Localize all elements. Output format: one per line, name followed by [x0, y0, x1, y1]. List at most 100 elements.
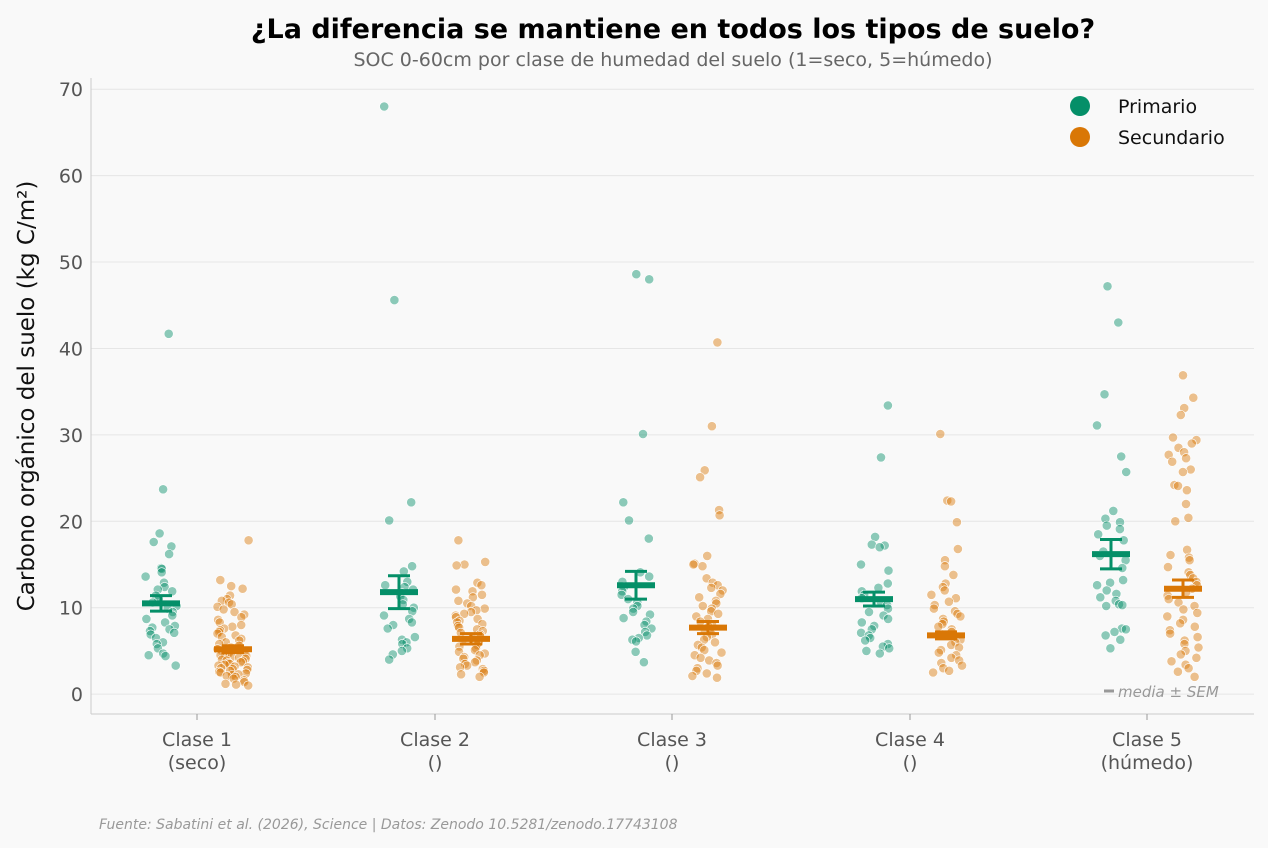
data-point	[169, 627, 180, 638]
data-point	[1181, 499, 1191, 509]
data-point	[856, 559, 866, 570]
data-point	[944, 596, 954, 607]
x-tick-label: Clase 1	[162, 729, 232, 751]
legend[interactable]: Primario Secundario	[1070, 96, 1225, 149]
data-point	[638, 429, 648, 439]
data-point	[1170, 516, 1181, 527]
data-point	[1188, 392, 1199, 403]
data-point	[929, 600, 940, 610]
data-point	[1115, 634, 1126, 645]
data-point	[166, 541, 177, 552]
legend-item-secundario[interactable]: Secundario	[1070, 127, 1225, 149]
data-point	[944, 665, 954, 676]
data-point	[1113, 317, 1124, 328]
data-point	[701, 668, 712, 679]
data-point	[1115, 517, 1125, 528]
data-point	[476, 580, 487, 591]
mean-sem-note: media ± SEM	[1104, 683, 1219, 701]
data-point	[230, 630, 241, 641]
y-tick-label: 60	[59, 166, 83, 188]
data-point	[1109, 627, 1120, 637]
data-point	[226, 581, 237, 591]
data-point	[231, 679, 241, 690]
data-point	[628, 603, 639, 614]
data-point	[714, 505, 724, 515]
data-point	[1093, 529, 1104, 540]
data-point	[699, 465, 710, 476]
data-point	[954, 642, 964, 653]
data-point	[630, 646, 641, 657]
y-tick-label: 40	[59, 338, 83, 360]
data-point	[1175, 618, 1186, 629]
data-point	[384, 654, 395, 665]
data-point	[1179, 447, 1189, 458]
data-point	[940, 561, 950, 572]
data-point	[1168, 432, 1178, 443]
data-point	[1114, 599, 1124, 610]
data-point	[459, 559, 470, 570]
data-point	[388, 620, 399, 630]
data-point	[406, 497, 417, 508]
data-point	[1192, 632, 1203, 642]
data-point	[396, 646, 407, 656]
x-tick-label: Clase 5	[1112, 729, 1182, 751]
data-point	[861, 646, 872, 656]
data-point	[948, 570, 959, 580]
data-point	[456, 669, 466, 680]
y-tick-label: 70	[59, 79, 83, 101]
data-point	[215, 575, 226, 585]
data-point	[143, 650, 154, 661]
data-point	[1163, 594, 1174, 604]
data-point	[883, 603, 893, 614]
data-point	[380, 580, 391, 591]
data-point	[1175, 649, 1186, 660]
data-point	[215, 667, 226, 678]
data-point	[154, 528, 165, 539]
data-point	[156, 567, 167, 578]
data-point	[1115, 524, 1125, 534]
data-point	[170, 660, 181, 671]
data-point	[702, 551, 713, 561]
data-point	[1101, 520, 1112, 531]
data-point	[477, 619, 488, 629]
data-point	[929, 603, 939, 614]
data-point	[628, 607, 638, 617]
summary-layer	[142, 537, 1202, 655]
data-point	[713, 608, 724, 619]
data-point	[712, 580, 723, 591]
data-point	[631, 636, 641, 647]
data-point	[863, 630, 874, 641]
data-point	[631, 269, 642, 280]
data-point	[160, 651, 171, 661]
data-point	[239, 609, 250, 620]
data-point	[874, 542, 885, 553]
data-point	[158, 484, 168, 495]
data-point	[1191, 652, 1202, 663]
data-point	[214, 627, 224, 637]
data-point	[933, 647, 944, 658]
data-point	[224, 659, 235, 669]
data-point	[145, 629, 156, 640]
data-point	[451, 584, 461, 595]
data-point	[938, 663, 949, 674]
data-point	[953, 544, 963, 554]
data-point	[1095, 592, 1106, 603]
data-point	[1178, 467, 1188, 477]
data-point	[1173, 666, 1183, 677]
data-point	[1165, 625, 1175, 636]
y-axis-label: Carbono orgánico del suelo (kg C/m²)	[14, 181, 40, 612]
data-point	[1116, 451, 1127, 462]
data-point	[1173, 480, 1183, 491]
data-point	[639, 657, 649, 668]
data-point	[706, 582, 717, 593]
data-point	[406, 617, 417, 628]
data-point	[452, 617, 462, 628]
data-point	[1189, 621, 1200, 632]
legend-item-primario[interactable]: Primario	[1070, 96, 1197, 118]
data-point	[228, 673, 239, 684]
data-point	[935, 429, 946, 439]
data-point	[644, 571, 655, 582]
data-point	[866, 539, 877, 550]
data-point	[1178, 370, 1188, 381]
